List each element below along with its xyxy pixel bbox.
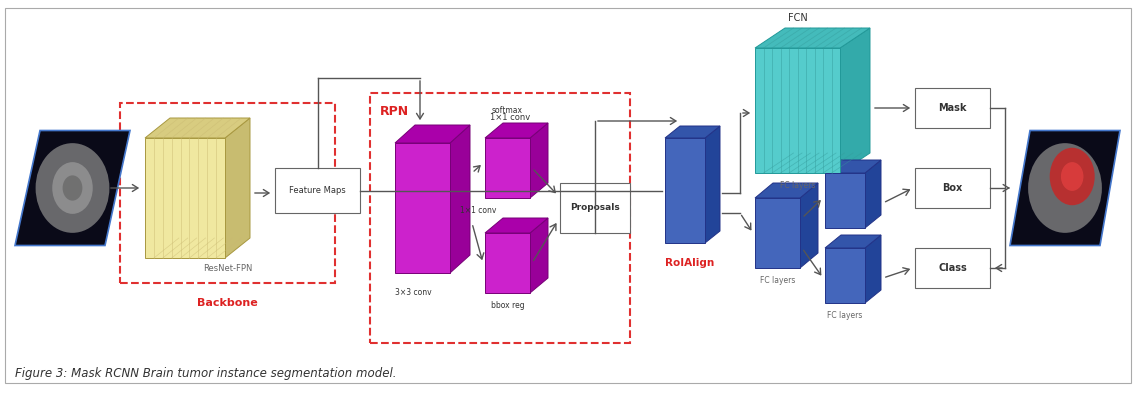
Bar: [665, 138, 705, 243]
Polygon shape: [755, 183, 818, 198]
Bar: [275, 168, 360, 213]
Bar: [395, 143, 450, 273]
Text: 1×1 conv: 1×1 conv: [460, 206, 496, 215]
Text: FC layers: FC layers: [827, 311, 862, 320]
Ellipse shape: [52, 162, 93, 214]
Bar: [485, 233, 531, 293]
Polygon shape: [864, 235, 882, 303]
Text: FCN: FCN: [787, 13, 808, 23]
Text: Feature Maps: Feature Maps: [290, 186, 345, 195]
Text: ResNet-FPN: ResNet-FPN: [203, 264, 252, 273]
Text: RoIAlign: RoIAlign: [666, 258, 715, 268]
Text: FC layers: FC layers: [760, 276, 795, 285]
Bar: [825, 173, 864, 228]
Text: Proposals: Proposals: [570, 203, 620, 213]
Polygon shape: [225, 118, 250, 258]
Polygon shape: [665, 126, 720, 138]
Text: Backbone: Backbone: [198, 298, 258, 308]
Text: Figure 3: Mask RCNN Brain tumor instance segmentation model.: Figure 3: Mask RCNN Brain tumor instance…: [15, 367, 396, 380]
Polygon shape: [864, 160, 882, 228]
Text: RPN: RPN: [381, 105, 409, 118]
Bar: [120, 103, 335, 283]
Bar: [755, 198, 800, 268]
Polygon shape: [15, 131, 130, 246]
Text: 1×1 conv: 1×1 conv: [490, 113, 531, 122]
Ellipse shape: [62, 176, 83, 201]
Bar: [914, 88, 989, 128]
Polygon shape: [145, 118, 250, 138]
Text: FC layers: FC layers: [779, 181, 816, 190]
Polygon shape: [485, 218, 548, 233]
Polygon shape: [800, 183, 818, 268]
Polygon shape: [1010, 131, 1120, 246]
Ellipse shape: [1050, 148, 1095, 205]
Bar: [914, 248, 989, 288]
Polygon shape: [755, 28, 870, 48]
Bar: [145, 138, 225, 258]
Bar: [370, 93, 630, 343]
Polygon shape: [485, 123, 548, 138]
Polygon shape: [450, 125, 470, 273]
Polygon shape: [825, 160, 882, 173]
Bar: [914, 168, 989, 208]
Polygon shape: [825, 235, 882, 248]
Text: 3×3 conv: 3×3 conv: [395, 288, 432, 297]
Text: softmax: softmax: [492, 106, 523, 115]
Polygon shape: [395, 125, 470, 143]
Ellipse shape: [35, 143, 109, 233]
Polygon shape: [531, 123, 548, 198]
Polygon shape: [531, 218, 548, 293]
Bar: [485, 138, 531, 198]
Ellipse shape: [1028, 143, 1102, 233]
Bar: [825, 248, 864, 303]
Text: Class: Class: [938, 263, 967, 273]
Text: Mask: Mask: [938, 103, 967, 113]
Ellipse shape: [1061, 162, 1084, 191]
Text: Box: Box: [943, 183, 962, 193]
Bar: [560, 183, 630, 233]
Bar: [755, 48, 840, 173]
Text: bbox reg: bbox reg: [491, 301, 525, 310]
Polygon shape: [705, 126, 720, 243]
Polygon shape: [840, 28, 870, 173]
